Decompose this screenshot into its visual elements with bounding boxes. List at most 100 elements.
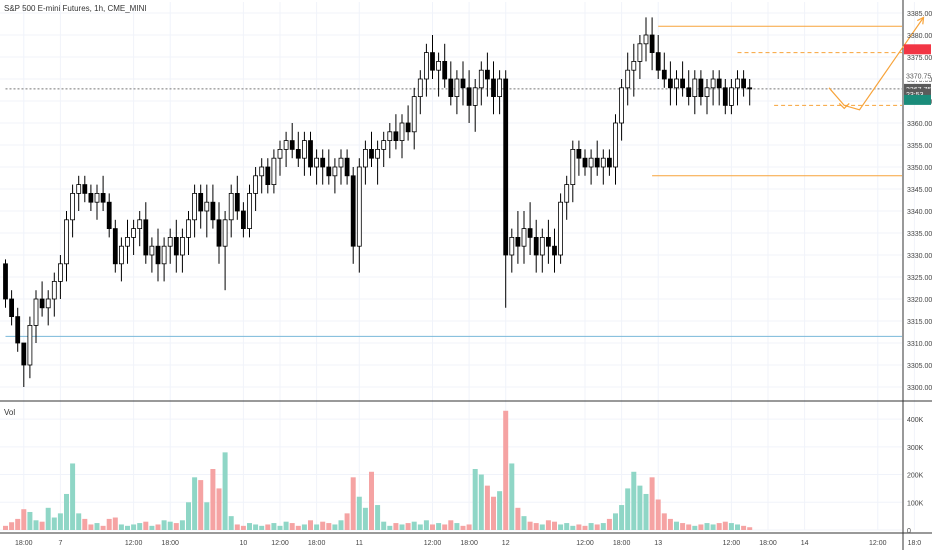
price-label-bg — [904, 44, 931, 55]
time-tick-label: 12:00 — [125, 540, 143, 547]
candle — [76, 175, 82, 211]
time-tick-label: 12:00 — [723, 540, 741, 547]
candle — [112, 219, 118, 273]
candle-body — [619, 87, 624, 124]
candle-body — [588, 157, 594, 168]
candle — [411, 87, 417, 150]
candle — [369, 131, 374, 167]
price-tick-label: 3300.00 — [907, 385, 932, 392]
volume-bar — [210, 469, 216, 530]
volume-bar — [216, 488, 222, 530]
volume-bar — [411, 521, 417, 530]
candle-body — [466, 87, 472, 106]
candle — [70, 184, 75, 238]
candle — [533, 219, 539, 273]
candle-body — [119, 245, 124, 265]
candle — [149, 237, 155, 273]
candle — [58, 255, 63, 299]
candle — [607, 149, 612, 176]
candle-body — [186, 219, 191, 238]
volume-bar — [259, 525, 265, 530]
volume-bars — [3, 410, 753, 530]
volume-tick-label: 200K — [907, 473, 924, 480]
candle-body — [112, 228, 118, 265]
annotations — [5, 16, 925, 337]
volume-bar — [606, 518, 612, 530]
candle — [253, 167, 259, 211]
candle — [326, 149, 332, 185]
candle-body — [710, 78, 716, 89]
volume-bar — [527, 521, 533, 530]
time-tick-label: 18:00 — [15, 540, 33, 547]
candle-body — [686, 87, 692, 98]
candle — [33, 290, 39, 343]
candle — [546, 219, 551, 264]
candle — [735, 70, 740, 106]
candle-body — [436, 61, 442, 71]
candle — [234, 175, 240, 220]
volume-bar — [94, 523, 100, 530]
volume-bar — [295, 525, 301, 530]
candle-body — [198, 192, 204, 212]
volume-bar — [405, 523, 411, 530]
candle-body — [570, 148, 576, 185]
volume-bar — [478, 474, 484, 530]
candle-body — [344, 157, 350, 177]
candle — [460, 61, 466, 106]
volume-bar — [301, 524, 307, 530]
candle — [698, 70, 704, 106]
volume-bar — [448, 520, 454, 530]
candle — [515, 211, 521, 264]
candle-body — [741, 78, 746, 89]
volume-bar — [728, 523, 734, 530]
candle — [741, 70, 746, 97]
candle-body — [484, 69, 490, 80]
candle-body — [527, 228, 533, 238]
candle-body — [661, 69, 667, 80]
chart-title: S&P 500 E-mini Futures, 1h, CME_MINI — [4, 4, 147, 13]
time-tick-label: 12:00 — [424, 540, 442, 547]
candle-body — [167, 236, 173, 247]
price-tick-label: 3380.00 — [907, 33, 932, 40]
volume-bar — [649, 477, 655, 530]
volume-bar — [326, 523, 332, 530]
price-tick-label: 3320.00 — [907, 297, 932, 304]
volume-bar — [3, 525, 8, 530]
candle-body — [234, 192, 240, 212]
volume-bar — [741, 525, 747, 530]
candle — [381, 131, 387, 167]
volume-bar — [320, 521, 326, 530]
volume-bar — [631, 471, 637, 530]
candle-body — [454, 78, 460, 98]
volume-bar — [350, 477, 356, 530]
volume-bar — [545, 520, 551, 530]
candle-body — [149, 245, 155, 256]
candle — [552, 228, 557, 273]
candle-body — [27, 324, 33, 366]
volume-bar — [308, 520, 313, 530]
candle — [655, 35, 661, 79]
candle — [430, 35, 435, 79]
volume-bar — [137, 523, 143, 530]
volume-bar — [57, 513, 63, 530]
price-label-bg — [904, 94, 931, 105]
candle — [186, 211, 191, 255]
candle — [173, 219, 179, 273]
volume-bar — [192, 477, 198, 530]
candle-body — [216, 219, 222, 247]
candle-body — [533, 236, 539, 256]
candle — [722, 79, 728, 115]
time-tick-label: 18:0 — [908, 540, 922, 547]
volume-bar — [643, 493, 649, 530]
volume-bar — [344, 513, 350, 530]
candle — [338, 149, 344, 185]
candle-body — [362, 148, 368, 168]
price-label-text: 3376.75 — [906, 47, 931, 54]
volume-bar — [39, 521, 45, 530]
volume-bar — [247, 523, 252, 530]
candle — [39, 281, 45, 317]
candle — [619, 79, 624, 141]
volume-bar — [198, 480, 204, 530]
candle — [94, 184, 100, 220]
